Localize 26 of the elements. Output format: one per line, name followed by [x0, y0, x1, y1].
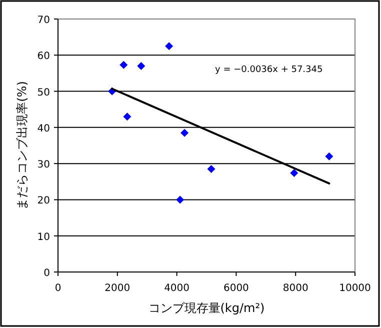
y-tick-label: 60 — [37, 51, 50, 62]
point — [176, 196, 184, 204]
y-tick-label: 70 — [37, 15, 50, 26]
x-tick-label: 10000 — [339, 283, 371, 294]
y-tick-label: 10 — [37, 232, 50, 243]
x-axis-title: コンブ現存量(kg/m²) — [148, 301, 265, 315]
y-tick-label: 0 — [44, 268, 50, 279]
x-tick-label: 6000 — [223, 283, 249, 294]
annotation: y = −0.0036x + 57.345 — [215, 65, 323, 76]
x-tick-label: 2000 — [104, 283, 130, 294]
y-tick-label: 40 — [37, 123, 50, 134]
point — [137, 62, 146, 70]
x-tick-label: 0 — [54, 283, 62, 294]
point — [290, 168, 298, 177]
y-tick-label: 50 — [37, 87, 50, 98]
y-tick-label: 30 — [37, 160, 50, 171]
y-tick-label: 20 — [37, 196, 50, 207]
point — [165, 42, 174, 50]
x-tick-label: 4000 — [164, 283, 190, 294]
point — [180, 128, 189, 137]
point — [207, 164, 216, 173]
point — [123, 112, 132, 121]
x-tick-label: 8000 — [282, 283, 308, 294]
point — [325, 152, 334, 160]
y-axis-title: まだらコンブ出現率(%) — [15, 81, 29, 210]
point — [120, 60, 128, 69]
